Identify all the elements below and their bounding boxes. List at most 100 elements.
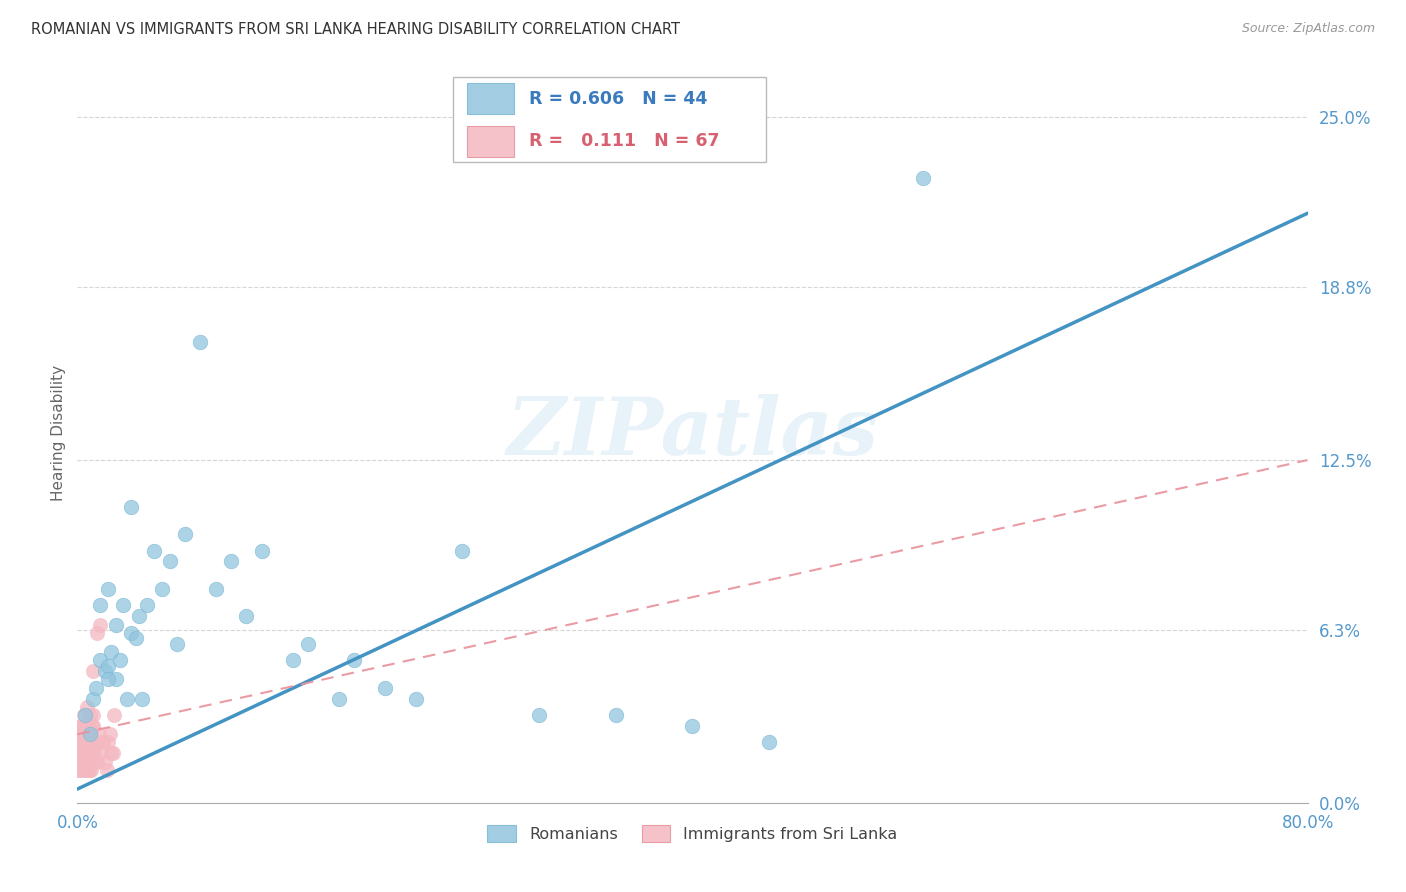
Point xyxy=(135,599,157,613)
Text: ZIPatlas: ZIPatlas xyxy=(506,394,879,471)
Point xyxy=(84,755,107,769)
Point xyxy=(83,747,105,761)
Point xyxy=(79,708,101,723)
Point xyxy=(79,727,101,741)
Point xyxy=(219,554,242,568)
Point xyxy=(80,763,103,777)
Point xyxy=(67,735,90,749)
Point xyxy=(67,755,90,769)
Point xyxy=(143,543,166,558)
Point xyxy=(70,755,93,769)
Point xyxy=(79,727,101,741)
Point xyxy=(682,719,704,733)
Point xyxy=(104,617,127,632)
Point xyxy=(75,763,97,777)
Point xyxy=(527,708,550,723)
Point xyxy=(112,599,135,613)
Point xyxy=(79,735,101,749)
Point xyxy=(75,747,97,761)
Point xyxy=(82,719,104,733)
Point xyxy=(82,741,104,756)
Point xyxy=(103,708,125,723)
Point xyxy=(76,699,98,714)
Point xyxy=(150,582,173,596)
Point xyxy=(86,625,108,640)
Point xyxy=(80,747,103,761)
Point xyxy=(72,719,94,733)
Point xyxy=(73,747,96,761)
Point xyxy=(69,735,91,749)
Point xyxy=(120,625,142,640)
Point xyxy=(87,727,110,741)
Point xyxy=(328,691,350,706)
Point xyxy=(912,170,935,185)
Point xyxy=(89,617,111,632)
Point xyxy=(73,708,96,723)
Point xyxy=(89,747,111,761)
Point xyxy=(67,763,90,777)
Point xyxy=(758,735,780,749)
Point xyxy=(76,747,98,761)
Point xyxy=(80,719,103,733)
Point xyxy=(82,708,104,723)
Text: Source: ZipAtlas.com: Source: ZipAtlas.com xyxy=(1241,22,1375,36)
Point xyxy=(72,741,94,756)
Point xyxy=(67,747,90,761)
Point xyxy=(343,653,366,667)
Point xyxy=(84,735,107,749)
FancyBboxPatch shape xyxy=(467,83,515,114)
Point xyxy=(77,763,100,777)
FancyBboxPatch shape xyxy=(453,78,766,162)
Point xyxy=(235,609,257,624)
Point xyxy=(97,735,120,749)
Point xyxy=(69,741,91,756)
Point xyxy=(100,645,122,659)
Point xyxy=(73,755,96,769)
Point xyxy=(82,691,104,706)
Point xyxy=(79,755,101,769)
Point xyxy=(69,727,91,741)
Point xyxy=(76,735,98,749)
Text: R = 0.606   N = 44: R = 0.606 N = 44 xyxy=(529,89,707,108)
Point xyxy=(125,632,148,646)
Point xyxy=(174,527,197,541)
Point xyxy=(70,735,93,749)
Y-axis label: Hearing Disability: Hearing Disability xyxy=(51,365,66,500)
Point xyxy=(89,599,111,613)
Point xyxy=(159,554,181,568)
Point xyxy=(96,763,118,777)
Point xyxy=(80,741,103,756)
Point xyxy=(89,653,111,667)
Point xyxy=(204,582,226,596)
Point xyxy=(115,691,138,706)
Point xyxy=(97,582,120,596)
Point xyxy=(281,653,304,667)
Point xyxy=(76,735,98,749)
Point xyxy=(297,637,319,651)
Point xyxy=(70,727,93,741)
Point xyxy=(77,763,100,777)
Point xyxy=(98,727,121,741)
Point xyxy=(70,727,93,741)
Point xyxy=(110,653,132,667)
Point xyxy=(405,691,427,706)
Point xyxy=(374,681,396,695)
Point xyxy=(77,719,100,733)
Point xyxy=(101,747,124,761)
Point xyxy=(75,755,97,769)
Point xyxy=(93,735,115,749)
Point xyxy=(82,664,104,678)
Point xyxy=(450,543,472,558)
Point xyxy=(80,727,103,741)
Point xyxy=(94,755,117,769)
Text: R =   0.111   N = 67: R = 0.111 N = 67 xyxy=(529,132,720,150)
Point xyxy=(100,747,122,761)
Point xyxy=(76,755,98,769)
Point xyxy=(73,727,96,741)
Point xyxy=(250,543,273,558)
Point xyxy=(72,763,94,777)
Point xyxy=(69,763,91,777)
Point xyxy=(73,708,96,723)
Point xyxy=(166,637,188,651)
Point xyxy=(79,727,101,741)
